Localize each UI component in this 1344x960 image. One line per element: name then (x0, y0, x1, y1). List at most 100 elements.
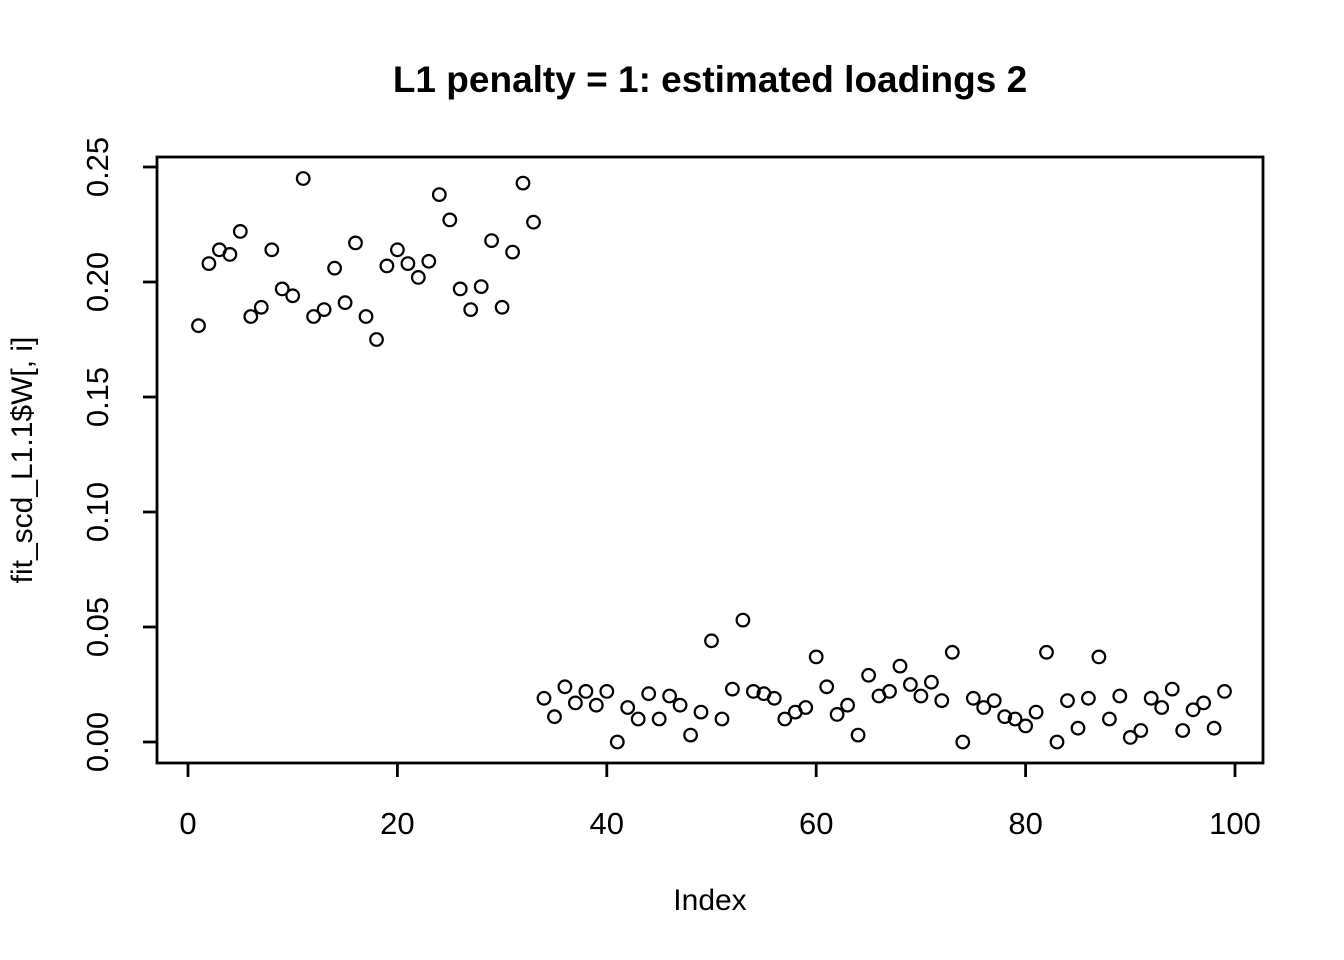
data-point (1007, 711, 1023, 727)
data-point (484, 233, 500, 249)
data-point (264, 242, 280, 258)
data-point (1133, 723, 1149, 738)
x-tick-label: 100 (1209, 806, 1261, 841)
data-point (1175, 723, 1191, 738)
data-point (683, 727, 698, 743)
data-point (410, 270, 426, 285)
data-point (306, 309, 322, 324)
data-point (662, 688, 677, 704)
data-point (431, 187, 447, 203)
x-tick-label: 60 (799, 806, 833, 841)
data-point (253, 299, 269, 315)
x-tick-label: 20 (380, 806, 414, 841)
data-point (463, 302, 479, 318)
data-point (641, 686, 657, 702)
data-point (976, 700, 992, 715)
data-point (1018, 718, 1033, 734)
y-tick-label: 0.20 (80, 252, 115, 312)
data-point (609, 734, 625, 750)
data-point (348, 235, 363, 251)
data-point (599, 684, 615, 699)
data-point (997, 709, 1013, 725)
data-point (274, 281, 290, 297)
data-point (766, 690, 782, 706)
plot-title: L1 penalty = 1: estimated loadings 2 (393, 59, 1027, 100)
data-point (903, 677, 918, 692)
data-point (840, 697, 855, 713)
data-point (725, 681, 740, 697)
x-axis-label: Index (673, 884, 746, 917)
data-point (944, 644, 960, 660)
data-point (1028, 704, 1044, 720)
data-point (1112, 688, 1128, 704)
data-point (924, 674, 939, 690)
y-tick-label: 0.00 (80, 712, 115, 772)
x-tick-label: 80 (1008, 806, 1042, 841)
data-point (201, 256, 217, 272)
data-point (672, 697, 688, 713)
data-point (379, 258, 395, 274)
data-point (1080, 690, 1096, 706)
data-point (714, 711, 730, 727)
data-point (452, 281, 468, 297)
data-points (191, 171, 1232, 750)
data-point (892, 658, 908, 674)
y-tick-label: 0.25 (80, 137, 115, 197)
data-point (557, 679, 573, 695)
data-point (400, 256, 416, 272)
data-point (390, 242, 405, 258)
data-point (316, 302, 332, 318)
data-point (547, 709, 562, 725)
x-axis-ticks: 0 20 40 60 80 100 (179, 763, 1261, 841)
data-point (536, 690, 552, 706)
data-point (222, 246, 238, 262)
data-point (243, 309, 259, 324)
data-point (808, 649, 824, 665)
y-tick-label: 0.15 (80, 367, 115, 427)
data-point (735, 612, 751, 628)
data-point (369, 332, 384, 347)
data-point (285, 288, 301, 304)
data-point (746, 684, 761, 699)
data-point (1154, 700, 1170, 715)
x-tick-label: 0 (179, 806, 196, 841)
data-point (494, 299, 510, 315)
data-point (588, 697, 604, 713)
data-point (620, 700, 636, 715)
data-point (1122, 730, 1138, 745)
data-point (777, 711, 793, 727)
y-axis-ticks: 0.00 0.05 0.10 0.15 0.20 0.25 (80, 137, 157, 772)
data-point (819, 679, 835, 695)
data-point (295, 171, 311, 186)
data-point (568, 695, 583, 711)
data-point (1143, 690, 1159, 706)
data-point (913, 688, 929, 704)
data-point (1196, 695, 1211, 711)
data-point (829, 707, 845, 722)
data-point (1070, 720, 1086, 736)
data-point (505, 244, 520, 260)
data-point (1101, 711, 1117, 727)
data-point (1185, 702, 1201, 718)
data-point (1060, 693, 1075, 708)
data-point (704, 633, 719, 649)
data-point (526, 214, 541, 230)
data-point (1217, 684, 1232, 699)
data-point (421, 253, 437, 269)
data-point (651, 711, 667, 727)
data-point (1091, 649, 1107, 665)
data-point (882, 684, 897, 699)
data-point (358, 309, 374, 324)
data-point (578, 684, 594, 699)
data-point (965, 690, 981, 706)
data-point (1164, 681, 1180, 697)
data-point (630, 711, 646, 727)
data-point (861, 667, 876, 683)
plot-box (155, 155, 1265, 765)
data-point (515, 175, 531, 191)
data-point (798, 700, 814, 715)
x-tick-label: 40 (590, 806, 624, 841)
data-point (473, 279, 489, 295)
